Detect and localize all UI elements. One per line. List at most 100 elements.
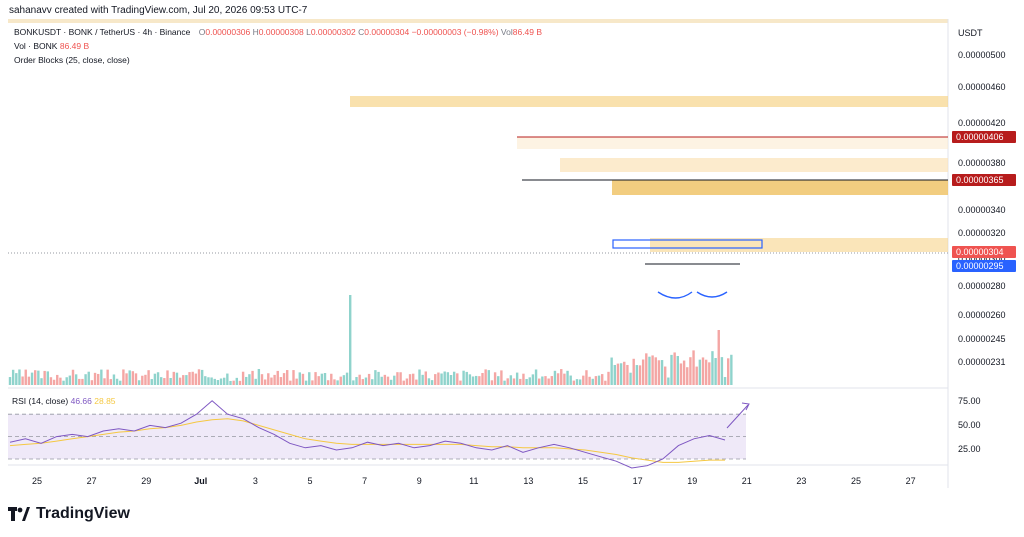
volume-bar [345,372,349,385]
volume-bar [226,373,229,385]
volume-bar [339,376,342,385]
volume-bar [21,376,24,385]
volume-bar [336,380,339,385]
brand-name: TradingView [36,505,130,522]
volume-bar [241,371,245,385]
volume-bar [8,377,12,385]
volume-bar [619,363,623,385]
volume-bar [235,377,238,385]
volume-bar [207,377,210,385]
volume-bar [377,371,380,385]
volume-bar [509,375,513,385]
volume-bar [311,380,314,385]
volume-bar [257,369,261,385]
volume-bar [601,374,604,385]
tradingview-brand: TradingView [8,505,130,523]
volume-bar [371,379,374,385]
volume-bar [512,378,516,385]
x-tick-label: 25 [851,476,861,486]
x-tick-label: 27 [87,476,97,486]
volume-bar [651,355,654,385]
volume-bar [267,373,270,385]
rsi-ma-value: 28.85 [94,396,116,406]
y-tick-label: 0.00000500 [958,50,1006,60]
price-label-badge [952,174,1016,186]
y-tick-label: 0.00000245 [958,334,1006,344]
rsi-ma-line [9,418,725,463]
volume-bar [550,376,553,385]
volume-bar [632,358,635,385]
volume-bar [556,373,560,385]
volume-bar [679,363,683,385]
symbol-title[interactable]: BONKUSDT · BONK / TetherUS · 4h · Binanc… [14,27,191,37]
y-tick-label: 0.00000460 [958,82,1006,92]
volume-bar [629,372,632,385]
volume-bar [443,371,446,385]
close-value: 0.00000304 [364,27,410,37]
volume-bar [166,370,169,385]
volume-bar [229,380,232,385]
volume-bar [175,372,179,385]
volume-bar [103,378,106,385]
rsi-tick-label: 50.00 [958,420,981,430]
volume-bar [361,379,364,385]
bottom-arc [696,291,728,298]
volume-bar [282,373,286,385]
volume-bar [575,379,579,385]
volume-bar [717,330,720,385]
volume-bar [493,372,497,385]
volume-bar [553,370,557,385]
volume-bar [163,378,166,385]
volume-bar [704,359,708,385]
volume-bar [251,370,254,385]
volume-bar [90,380,94,385]
volume-bar [56,374,59,385]
volume-bar [232,380,235,385]
volume-bar [692,350,695,385]
volume-bar [698,359,702,385]
volume-bar [591,378,594,385]
volume-bar [380,376,383,385]
volume-bar [137,380,141,385]
volume-bar [194,373,198,385]
volume-bar [263,379,267,385]
volume-bar [660,360,664,385]
x-tick-label: 17 [633,476,643,486]
volume-bar [430,380,434,385]
volume-legend-label[interactable]: Vol · BONK [14,41,58,51]
volume-bar [295,378,298,385]
volume-bar [641,359,645,385]
volume-bar [260,374,264,385]
volume-bar [578,379,582,385]
volume-bar [456,373,459,385]
rsi-label[interactable]: RSI (14, close) [12,396,69,406]
x-tick-label: 3 [253,476,258,486]
volume-bar [686,367,689,385]
breakout-box [612,239,763,249]
volume-bar [52,379,56,385]
volume-bar [46,371,49,385]
volume-bar [172,371,175,385]
volume-bar [654,357,657,385]
volume-bar [364,377,368,385]
y-tick-label: 0.00000300 [958,254,1006,264]
volume-bar [676,356,679,385]
volume-bar [122,369,125,385]
volume-bar [682,360,686,385]
volume-bar [248,374,251,385]
volume-bar [566,370,569,385]
x-tick-label: 7 [362,476,367,486]
volume-bar [525,378,528,385]
volume-bar [446,372,450,385]
volume-bar [238,380,242,385]
indicator-legend[interactable]: Order Blocks (25, close, close) [14,55,130,65]
open-value: 0.00000306 [205,27,251,37]
volume-bar [298,372,301,385]
volume-bar [427,378,431,385]
volume-bar [81,378,84,385]
volume-bar [219,378,223,385]
volume-bar [15,373,18,385]
volume-bar [223,377,226,385]
volume-bar [197,369,201,385]
